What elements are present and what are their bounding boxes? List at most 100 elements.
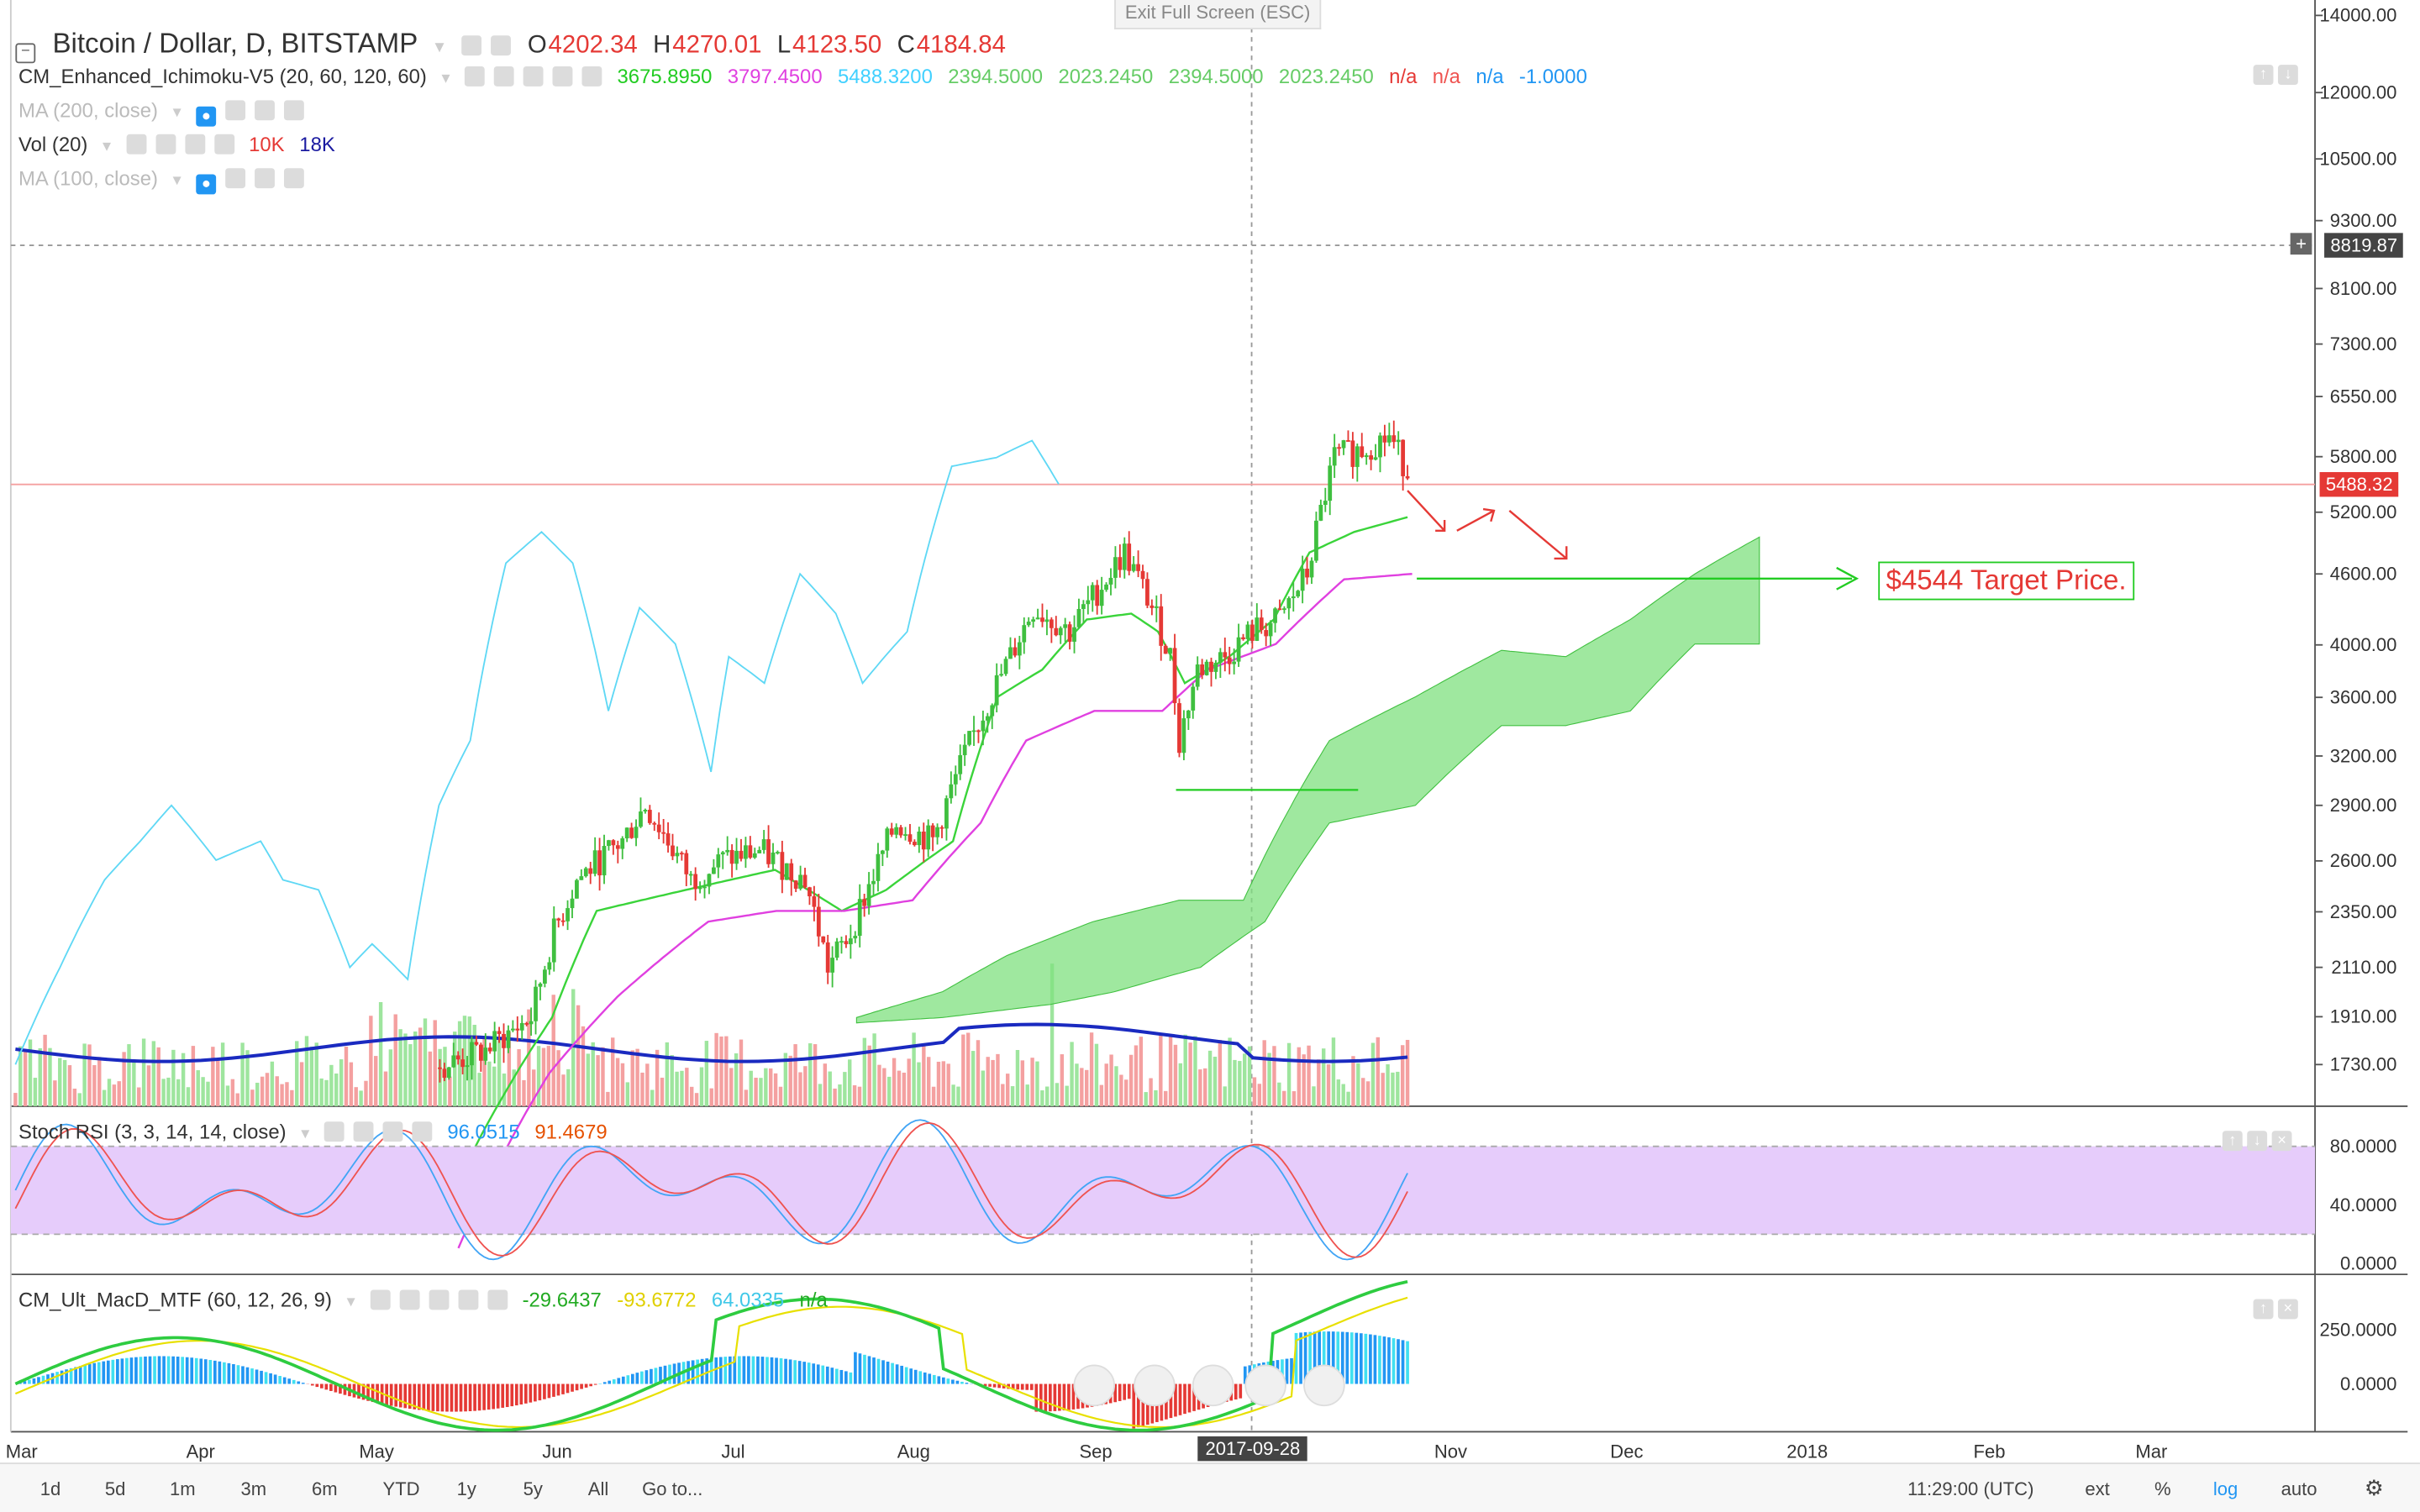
macd-histogram-bar [775, 1357, 778, 1384]
macd-histogram-bar [561, 1383, 565, 1394]
arrow-up-icon[interactable]: ↑ [2222, 1131, 2243, 1152]
gear-icon[interactable] [225, 168, 246, 189]
close-icon[interactable] [581, 66, 602, 87]
range-button-1y[interactable]: 1y [456, 1478, 476, 1500]
macd-histogram-bar [157, 1356, 161, 1384]
chevron-down-icon[interactable]: ▾ [172, 103, 182, 123]
volume-bar [295, 1041, 299, 1106]
code-icon[interactable] [429, 1289, 450, 1310]
plus-icon[interactable] [382, 1121, 403, 1142]
candle-body [460, 1059, 466, 1068]
price-chart[interactable]: 14000.00 12000.00 10500.00 9300.00 8100.00 73… [0, 0, 2420, 1462]
macd-histogram-bar [747, 1356, 750, 1384]
gear-icon[interactable] [399, 1289, 420, 1310]
eye-icon[interactable]: ● [196, 106, 217, 127]
auto-toggle[interactable]: auto [2281, 1478, 2317, 1500]
arrow-down-icon[interactable]: ↓ [2277, 65, 2298, 86]
macd-histogram-bar [282, 1377, 287, 1384]
close-icon[interactable] [487, 1289, 508, 1310]
candle-body [1140, 570, 1145, 580]
volume-bar [72, 1089, 77, 1106]
arrow-down-icon[interactable]: ↓ [2247, 1131, 2268, 1152]
chevron-down-icon[interactable]: ▾ [172, 171, 182, 190]
reset-icon [1192, 1364, 1234, 1407]
gear-icon[interactable] [490, 35, 511, 56]
close-icon[interactable] [284, 100, 305, 121]
plus-icon[interactable] [255, 100, 276, 121]
candle-body [1314, 520, 1318, 561]
volume-bar [512, 1069, 516, 1106]
macd-histogram-bar [436, 1383, 439, 1412]
volume-bar [1242, 1053, 1247, 1106]
arrow-up-icon[interactable]: ↑ [2253, 1299, 2274, 1320]
candle-body [487, 1047, 492, 1052]
ext-toggle[interactable]: ext [2085, 1478, 2110, 1500]
volume-bar [1297, 1047, 1302, 1106]
chevron-down-icon[interactable]: ▾ [301, 1124, 310, 1143]
eye-icon[interactable]: ● [196, 174, 217, 195]
range-button-3m[interactable]: 3m [240, 1478, 267, 1500]
eye-icon[interactable] [125, 134, 146, 155]
range-button-6m[interactable]: 6m [312, 1478, 338, 1500]
candle-body [529, 1021, 534, 1025]
collapse-icon[interactable]: − [15, 43, 36, 64]
range-button-1m[interactable]: 1m [170, 1478, 196, 1500]
eye-icon[interactable] [324, 1121, 345, 1142]
plus-icon[interactable] [458, 1289, 479, 1310]
gear-icon[interactable] [353, 1121, 374, 1142]
chevron-down-icon[interactable]: ▾ [434, 35, 445, 57]
chevron-down-icon[interactable]: ▾ [346, 1293, 355, 1312]
volume-bar [349, 1062, 354, 1106]
candle-body [506, 1030, 511, 1048]
range-button-1d[interactable]: 1d [39, 1478, 61, 1500]
range-button-all[interactable]: All [587, 1478, 609, 1500]
macd-legend: CM_Ult_MacD_MTF (60, 12, 26, 9) ▾ -29.64… [18, 1289, 852, 1315]
scroll-left-icon [1073, 1364, 1116, 1407]
macd-histogram-bar [398, 1383, 402, 1408]
settings-gear-icon[interactable]: ⚙ [2364, 1474, 2384, 1500]
gear-icon[interactable] [225, 100, 246, 121]
percent-toggle[interactable]: % [2154, 1478, 2171, 1500]
range-button-5d[interactable]: 5d [104, 1478, 126, 1500]
candle-body [1291, 596, 1296, 599]
gear-icon[interactable] [155, 134, 176, 155]
eye-icon[interactable] [370, 1289, 391, 1310]
candle-body [1191, 686, 1196, 711]
log-toggle[interactable]: log [2212, 1478, 2238, 1500]
candle-body [748, 845, 753, 858]
eye-icon[interactable] [460, 35, 481, 56]
close-icon[interactable] [412, 1121, 433, 1142]
chevron-down-icon[interactable]: ▾ [441, 69, 450, 88]
macd-histogram-bar [1243, 1366, 1247, 1384]
plus-icon[interactable] [184, 134, 205, 155]
close-icon[interactable]: × [2271, 1131, 2292, 1152]
volume-bar [507, 1032, 512, 1106]
close-icon[interactable] [284, 168, 305, 189]
arrow-up-icon[interactable]: ↑ [2253, 65, 2274, 86]
zoom-out-icon [1134, 1364, 1176, 1407]
add-alert-icon[interactable]: + [2290, 233, 2312, 255]
code-icon[interactable] [523, 66, 544, 87]
chevron-down-icon[interactable]: ▾ [103, 137, 112, 156]
candle-body [579, 876, 584, 880]
volume-bar [902, 1072, 907, 1106]
macd-histogram-bar [779, 1358, 783, 1384]
goto-button[interactable]: Go to... [642, 1478, 703, 1500]
exit-fullscreen-button[interactable]: Exit Full Screen (ESC) [1114, 0, 1322, 29]
macd-histogram-bar [120, 1358, 124, 1384]
plus-icon[interactable] [553, 66, 573, 87]
utc-time[interactable]: 11:29:00 (UTC) [1907, 1478, 2034, 1500]
close-icon[interactable] [213, 134, 234, 155]
candle-body [611, 840, 616, 846]
candle-body [671, 845, 675, 857]
plus-icon[interactable] [255, 168, 276, 189]
candle-body [1396, 439, 1401, 443]
macd-histogram-bar [728, 1356, 732, 1384]
range-button-ytd[interactable]: YTD [382, 1478, 420, 1500]
target-price-annotation[interactable]: $4544 Target Price. [1878, 561, 2134, 601]
eye-icon[interactable] [465, 66, 486, 87]
range-button-5y[interactable]: 5y [523, 1478, 543, 1500]
gear-icon[interactable] [494, 66, 515, 87]
macd-histogram-bar [477, 1383, 481, 1411]
close-icon[interactable]: × [2277, 1299, 2298, 1320]
